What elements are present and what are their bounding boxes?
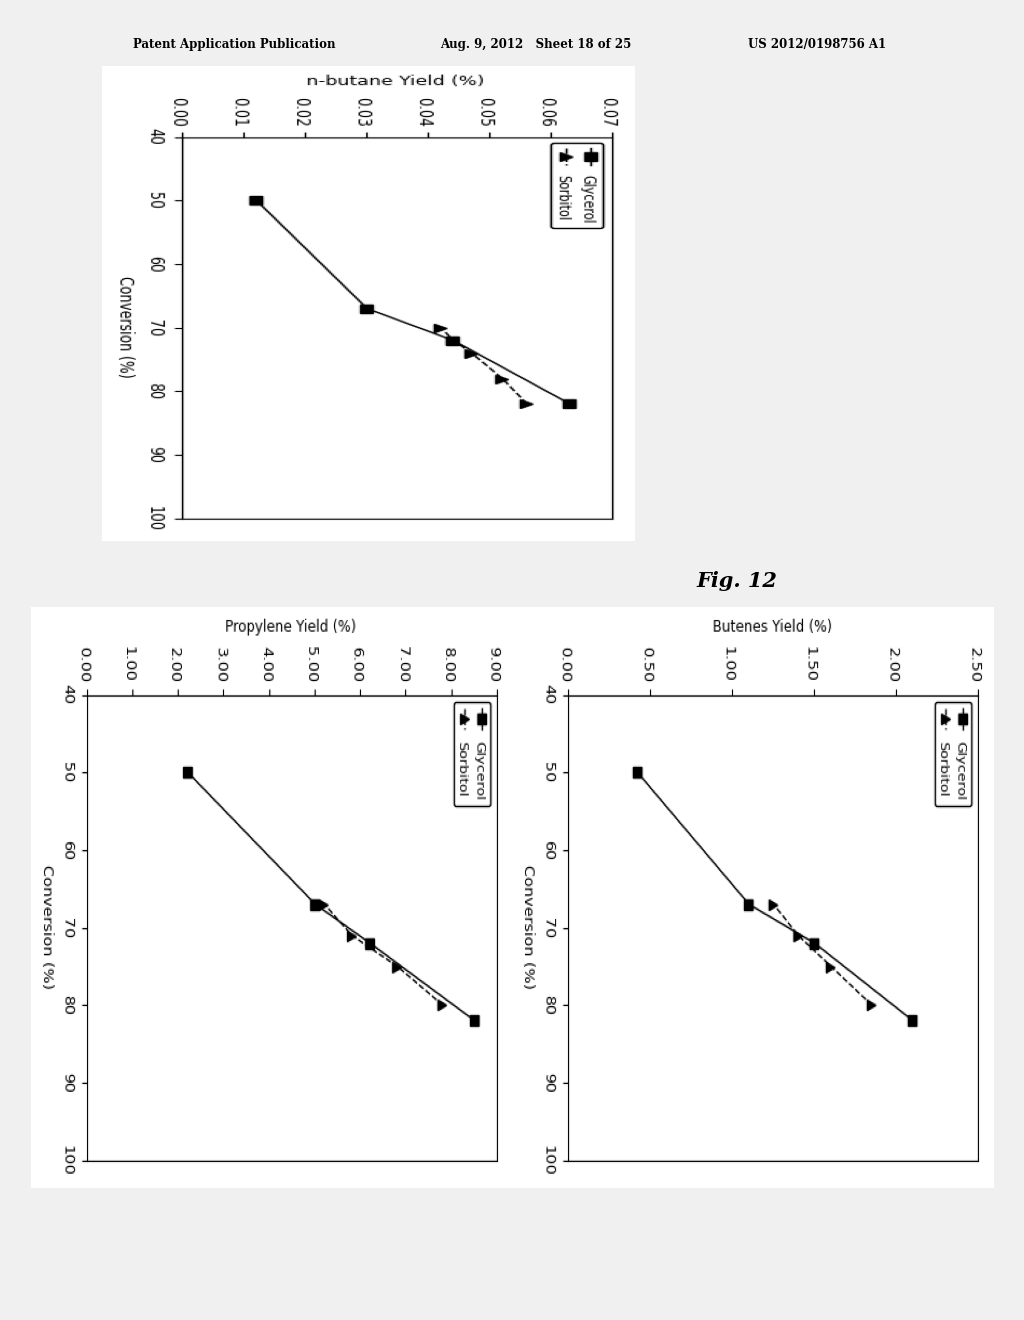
Text: Fig. 12: Fig. 12 (697, 570, 777, 591)
Text: US 2012/0198756 A1: US 2012/0198756 A1 (748, 38, 886, 51)
Text: Patent Application Publication: Patent Application Publication (133, 38, 336, 51)
Text: Aug. 9, 2012   Sheet 18 of 25: Aug. 9, 2012 Sheet 18 of 25 (440, 38, 632, 51)
